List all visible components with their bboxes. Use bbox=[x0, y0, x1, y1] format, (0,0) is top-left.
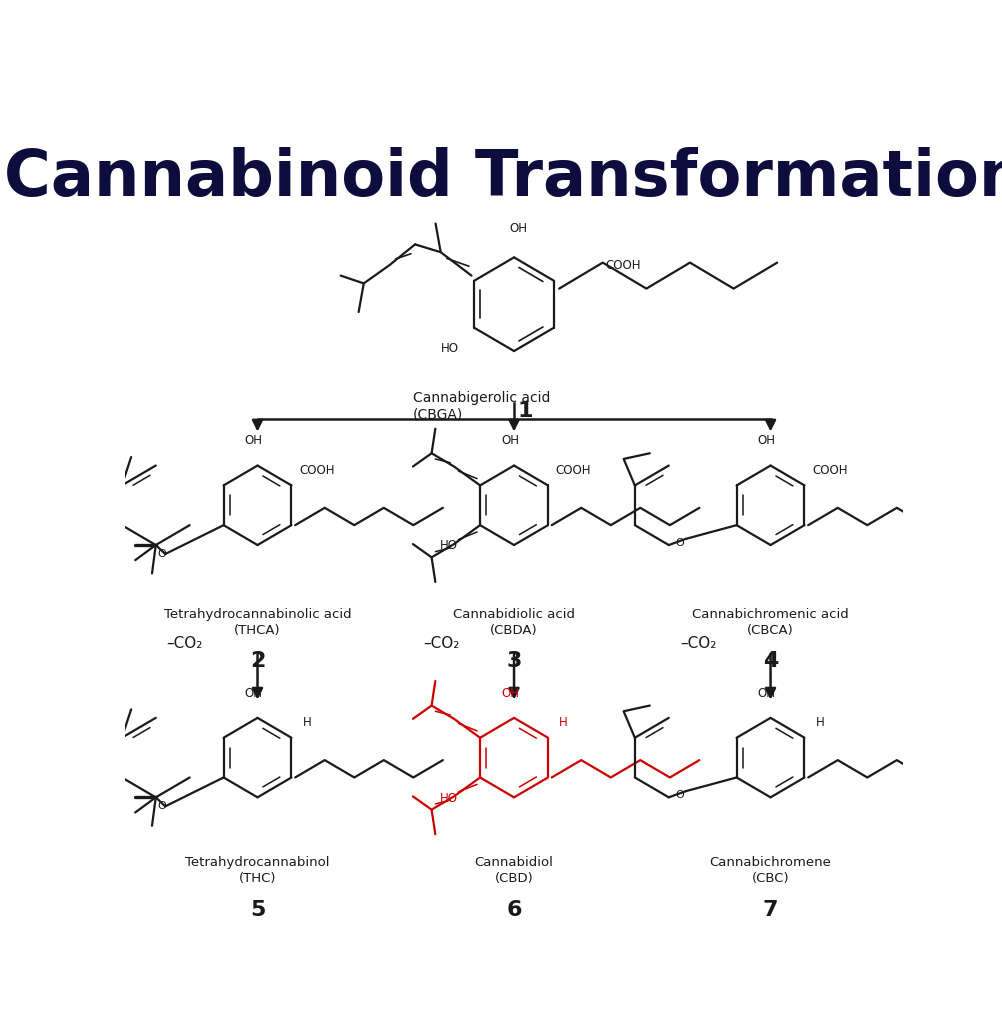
Text: OH: OH bbox=[758, 687, 776, 699]
Text: COOH: COOH bbox=[299, 464, 334, 477]
Text: O: O bbox=[157, 549, 165, 559]
Text: OH: OH bbox=[244, 687, 263, 699]
Text: OH: OH bbox=[508, 222, 526, 236]
Text: 1: 1 bbox=[517, 401, 533, 421]
Text: 7: 7 bbox=[763, 899, 778, 920]
Text: 2: 2 bbox=[249, 651, 265, 671]
Text: O: O bbox=[157, 802, 165, 811]
Text: Cannabidiolic acid
(CBDA): Cannabidiolic acid (CBDA) bbox=[453, 608, 574, 637]
Text: O: O bbox=[675, 538, 683, 548]
Text: Cannabigerolic acid
(CBGA): Cannabigerolic acid (CBGA) bbox=[413, 391, 550, 421]
Text: –CO₂: –CO₂ bbox=[166, 636, 202, 651]
Text: COOH: COOH bbox=[605, 259, 640, 271]
Text: –CO₂: –CO₂ bbox=[679, 636, 715, 651]
Text: H: H bbox=[558, 716, 567, 729]
Text: OH: OH bbox=[244, 434, 263, 447]
Text: O: O bbox=[675, 790, 683, 800]
Text: Tetrahydrocannabinolic acid
(THCA): Tetrahydrocannabinolic acid (THCA) bbox=[163, 608, 351, 637]
Text: –CO₂: –CO₂ bbox=[423, 636, 459, 651]
Text: OH: OH bbox=[501, 434, 519, 447]
Text: Tetrahydrocannabinol
(THC): Tetrahydrocannabinol (THC) bbox=[185, 856, 330, 885]
Text: HO: HO bbox=[440, 342, 458, 355]
Text: Cannabichromenic acid
(CBCA): Cannabichromenic acid (CBCA) bbox=[691, 608, 848, 637]
Text: H: H bbox=[303, 716, 311, 729]
Text: HO: HO bbox=[439, 792, 457, 805]
Text: OH: OH bbox=[758, 434, 776, 447]
Text: Cannabidiol
(CBD): Cannabidiol (CBD) bbox=[474, 856, 553, 885]
Text: Cannabichromene
(CBC): Cannabichromene (CBC) bbox=[708, 856, 831, 885]
Text: 5: 5 bbox=[249, 899, 265, 920]
Text: 3: 3 bbox=[506, 651, 521, 671]
Text: Cannabinoid Transformation: Cannabinoid Transformation bbox=[4, 146, 1002, 209]
Text: 6: 6 bbox=[506, 899, 521, 920]
Text: HO: HO bbox=[439, 540, 457, 553]
Text: OH: OH bbox=[501, 687, 519, 699]
Text: H: H bbox=[815, 716, 824, 729]
Text: COOH: COOH bbox=[555, 464, 590, 477]
Text: COOH: COOH bbox=[812, 464, 847, 477]
Text: 4: 4 bbox=[763, 651, 778, 671]
